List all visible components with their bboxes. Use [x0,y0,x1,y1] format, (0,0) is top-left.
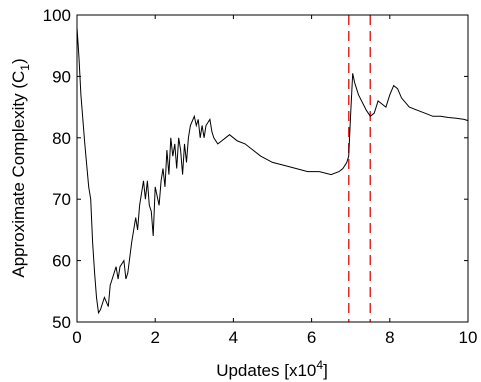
y-tick-label: 50 [52,313,71,332]
y-tick-label: 80 [52,129,71,148]
y-tick-label: 70 [52,190,71,209]
x-axis-label-superscript: 4 [316,358,323,372]
x-tick-label: 4 [229,328,238,347]
plot-frame [76,14,469,323]
y-axis-label: Approximate Complexity (C1) [9,58,32,277]
series-line-1 [76,27,469,315]
y-tick-label: 60 [52,252,71,271]
x-tick-label: 8 [385,328,394,347]
reference-lines [347,15,371,322]
x-tick-label: 6 [307,328,316,347]
y-axis-label-subscript: 1 [18,64,32,71]
x-axis-ticks: 0 2 4 6 8 10 [72,15,477,347]
x-axis-label: Updates [x104] [216,358,328,380]
x-tick-label: 0 [72,328,81,347]
y-axis-ticks: 50 60 70 80 90 100 [43,6,468,332]
x-tick-label: 2 [150,328,159,347]
y-tick-label: 100 [43,6,71,25]
plot-area [77,15,468,322]
y-tick-label: 90 [52,67,71,86]
data-series [76,27,469,315]
x-tick-label: 10 [459,328,478,347]
